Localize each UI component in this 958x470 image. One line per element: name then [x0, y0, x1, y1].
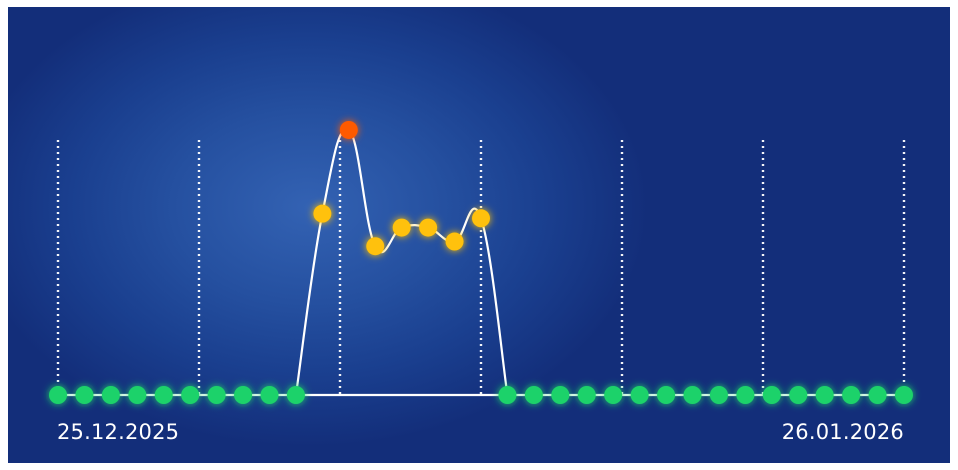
data-point-normal	[683, 386, 702, 404]
data-point-normal	[709, 386, 728, 404]
data-point-normal	[286, 386, 305, 404]
data-point-normal	[49, 386, 67, 404]
data-point-peak	[339, 120, 358, 139]
data-point-normal	[260, 386, 279, 404]
data-point-normal	[154, 386, 173, 404]
data-point-normal	[207, 386, 226, 404]
start-date-label: 25.12.2025	[57, 420, 180, 444]
data-point-normal	[128, 386, 147, 404]
data-point-normal	[762, 386, 781, 404]
series-line	[294, 128, 509, 397]
timeline-chart: 25.12.2025 26.01.2026	[8, 7, 950, 463]
data-point-elevated	[445, 232, 464, 251]
data-point-normal	[736, 386, 755, 404]
data-point-normal	[551, 386, 570, 404]
grid-lines	[56, 140, 906, 395]
data-point-elevated	[313, 204, 332, 223]
data-point-normal	[657, 386, 676, 404]
series-lines	[56, 128, 906, 397]
end-date-label: 26.01.2026	[781, 420, 904, 444]
data-point-elevated	[366, 237, 385, 256]
data-point-normal	[815, 386, 834, 404]
data-point-normal	[789, 386, 808, 404]
data-point-elevated	[472, 209, 490, 228]
data-point-elevated	[419, 218, 438, 237]
data-point-elevated	[392, 218, 411, 237]
data-point-normal	[524, 386, 543, 404]
data-point-normal	[101, 386, 120, 404]
data-point-normal	[604, 386, 623, 404]
data-point-normal	[234, 386, 253, 404]
data-point-normal	[630, 386, 649, 404]
data-point-normal	[75, 386, 94, 404]
data-point-normal	[181, 386, 200, 404]
data-points	[49, 120, 913, 404]
data-point-normal	[577, 386, 596, 404]
data-point-normal	[868, 386, 887, 404]
data-point-normal	[498, 386, 517, 404]
chart-svg	[49, 120, 913, 404]
data-point-normal	[895, 386, 913, 404]
data-point-normal	[842, 386, 861, 404]
